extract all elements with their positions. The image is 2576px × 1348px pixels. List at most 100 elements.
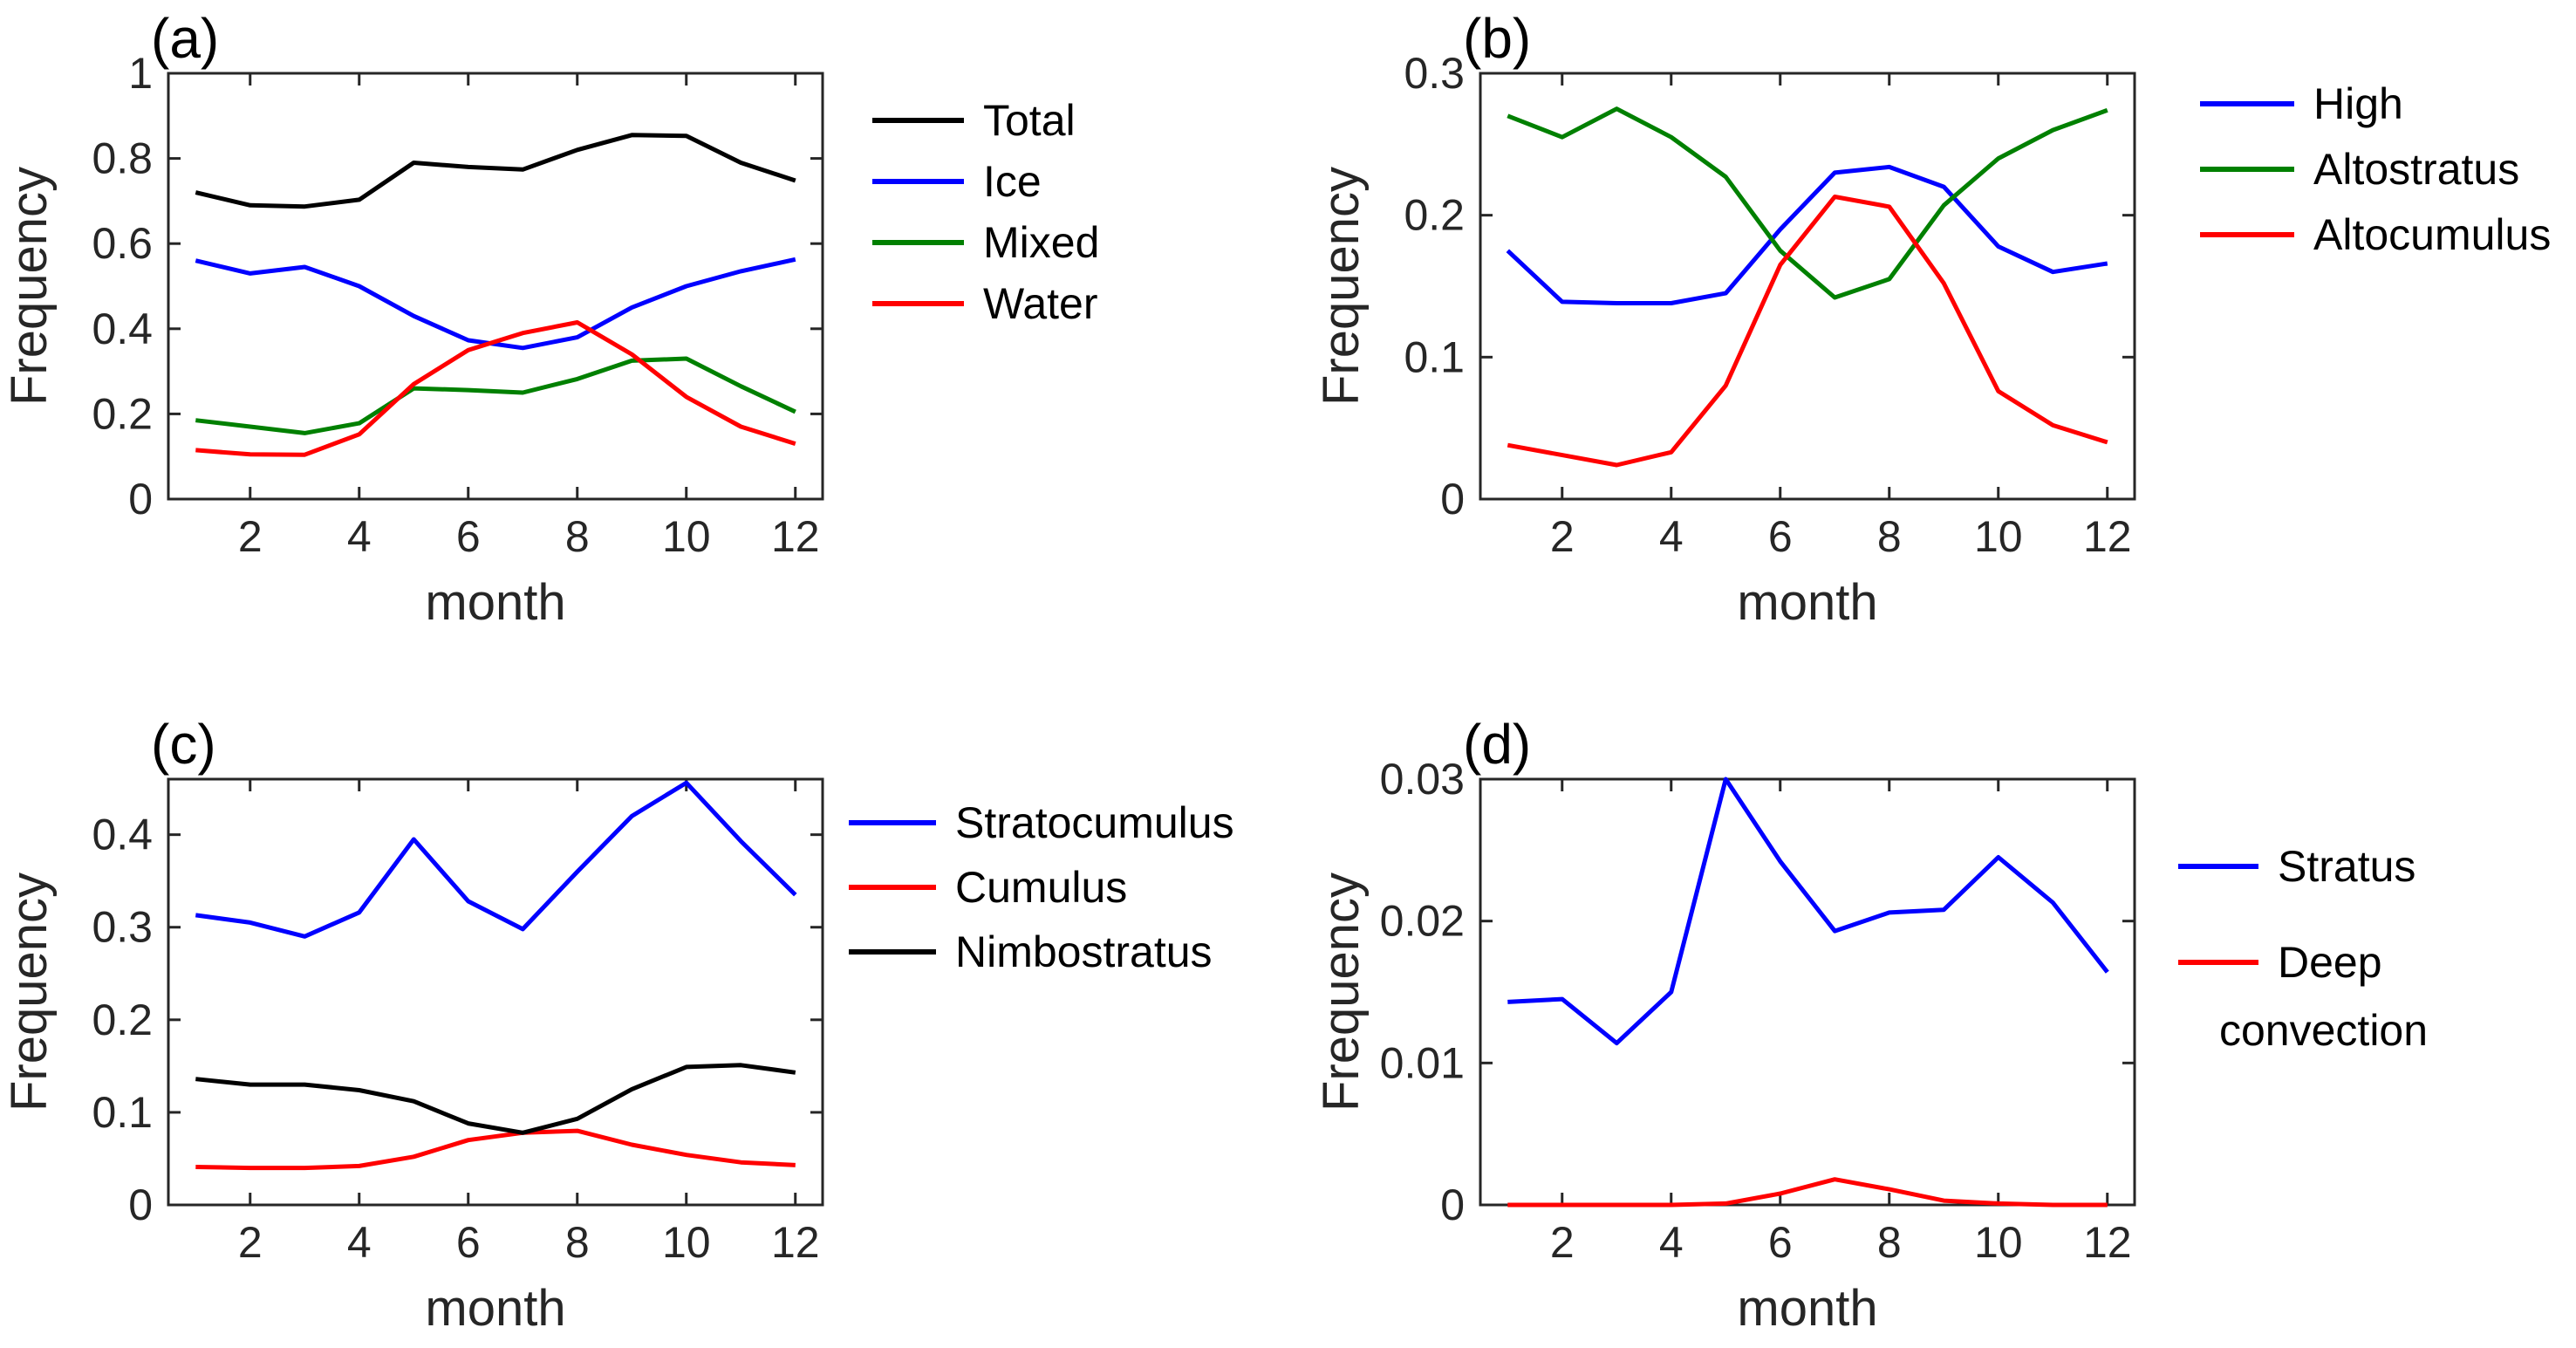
legend-item: Altocumulus — [2200, 210, 2551, 259]
x-tick-label: 2 — [1550, 512, 1575, 561]
series-line-nimbostratus — [195, 1063, 796, 1135]
legend-item: Ice — [872, 157, 1042, 206]
y-axis-label: Frequency — [1313, 872, 1370, 1112]
series-line-high — [1506, 164, 2108, 305]
legend-item: Stratus — [2178, 842, 2415, 891]
x-axis-label: month — [1737, 574, 1877, 631]
y-tick-label: 0.1 — [1404, 332, 1465, 381]
y-tick-label: 0.1 — [92, 1088, 153, 1137]
legend: Stratocumulus Cumulus Nimbostratus — [849, 798, 1234, 976]
legend-item: Altostratus — [2200, 145, 2519, 194]
x-tick-label: 4 — [1659, 1218, 1684, 1267]
x-tick-label: 8 — [1877, 1218, 1902, 1267]
x-tick-label: 10 — [1974, 512, 2023, 561]
y-tick-label: 0.3 — [92, 903, 153, 952]
panel-c: 2 4 6 8 10 12 0 0.1 0.2 0.3 0.4 month Frequency (c) St… — [1, 713, 1234, 1337]
legend-label: High — [2313, 79, 2403, 128]
legend-label: Nimbostratus — [955, 927, 1213, 976]
legend-label: Altostratus — [2313, 145, 2519, 194]
panel-label: (c) — [151, 713, 216, 776]
plot-frame — [1479, 72, 2136, 501]
legend-label: Deep — [2278, 938, 2382, 987]
series-line-stratus — [1507, 777, 2109, 1046]
legend-label: Altocumulus — [2313, 210, 2551, 259]
y-tick-label: 0.03 — [1380, 755, 1465, 804]
y-tick-label: 1 — [128, 49, 153, 98]
x-tick-label: 6 — [1768, 512, 1793, 561]
legend: Total Ice Mixed Water — [872, 96, 1099, 328]
x-tick-label: 8 — [1877, 512, 1902, 561]
y-tick-label: 0 — [1440, 1180, 1465, 1229]
x-tick-label: 4 — [347, 512, 372, 561]
legend-item: High — [2200, 79, 2403, 128]
x-tick-label: 4 — [347, 1218, 372, 1267]
y-axis-label: Frequency — [1, 167, 58, 406]
x-tick-label: 12 — [771, 512, 820, 561]
legend-item: Cumulus — [849, 863, 1127, 912]
x-tick-label: 8 — [565, 512, 590, 561]
y-tick-label: 0.3 — [1404, 49, 1465, 98]
series-line-ice — [195, 257, 796, 351]
legend-item: Total — [872, 96, 1076, 145]
series-line-total — [195, 133, 796, 209]
x-tick-label: 10 — [1974, 1218, 2023, 1267]
legend-item: Deep convection — [2178, 938, 2428, 1055]
legend-label: Stratus — [2278, 842, 2415, 891]
x-tick-label: 12 — [771, 1218, 820, 1267]
legend-item: Water — [872, 279, 1098, 328]
legend-item: Mixed — [872, 218, 1099, 267]
panel-d: 2 4 6 8 10 12 0 0.01 0.02 0.03 month Frequency (d) St… — [1313, 713, 2428, 1337]
legend: High Altostratus Altocumulus — [2200, 79, 2551, 259]
x-axis-label: month — [1737, 1280, 1877, 1337]
legend-label: Mixed — [983, 218, 1099, 267]
x-tick-label: 2 — [1550, 1218, 1575, 1267]
y-tick-label: 0.4 — [92, 811, 153, 859]
plot-frame — [1479, 777, 2136, 1207]
plot-frame — [167, 72, 824, 501]
series-line-stratocumulus — [195, 780, 797, 939]
x-tick-label: 10 — [662, 512, 711, 561]
y-tick-label: 0 — [128, 475, 153, 523]
y-tick-label: 0.4 — [92, 304, 153, 353]
y-tick-label: 0.8 — [92, 134, 153, 183]
series-line-altocumulus — [1507, 195, 2108, 468]
x-tick-label: 2 — [238, 1218, 263, 1267]
panel-b: 2 4 6 8 10 12 0 0.1 0.2 0.3 month Frequency (b) High A… — [1313, 7, 2551, 631]
x-tick-label: 12 — [2083, 512, 2132, 561]
x-tick-label: 4 — [1659, 512, 1684, 561]
y-tick-label: 0.02 — [1380, 897, 1465, 946]
y-tick-label: 0.01 — [1380, 1038, 1465, 1087]
y-axis-label: Frequency — [1313, 167, 1370, 406]
plot-frame — [167, 777, 824, 1207]
y-tick-label: 0 — [1440, 475, 1465, 523]
y-tick-label: 0 — [128, 1180, 153, 1229]
x-tick-label: 12 — [2083, 1218, 2132, 1267]
x-tick-label: 6 — [456, 1218, 481, 1267]
legend-label: Stratocumulus — [955, 798, 1234, 847]
panel-label: (b) — [1463, 7, 1531, 70]
x-tick-label: 2 — [238, 512, 263, 561]
series-line-mixed — [195, 356, 796, 435]
panel-a: 2 4 6 8 10 12 0 0.2 0.4 0.6 0.8 1 month Frequency (a) T… — [1, 7, 1099, 631]
y-axis-label: Frequency — [1, 872, 58, 1112]
x-axis-label: month — [425, 574, 565, 631]
x-tick-label: 6 — [1768, 1218, 1793, 1267]
series-line-water — [195, 320, 796, 457]
legend-label: Water — [983, 279, 1098, 328]
panel-label: (a) — [151, 7, 219, 70]
legend-item: Stratocumulus — [849, 798, 1234, 847]
y-tick-label: 0.2 — [1404, 191, 1465, 240]
y-tick-label: 0.6 — [92, 219, 153, 268]
legend: Stratus Deep convection — [2178, 842, 2428, 1055]
series-line-deep-convection — [1507, 1177, 2108, 1208]
legend-label: Ice — [983, 157, 1042, 206]
x-axis-label: month — [425, 1280, 565, 1337]
x-tick-label: 6 — [456, 512, 481, 561]
series-line-altostratus — [1507, 106, 2108, 300]
x-tick-label: 8 — [565, 1218, 590, 1267]
series-line-cumulus — [195, 1128, 796, 1171]
legend-label: convection — [2219, 1006, 2428, 1055]
y-tick-label: 0.2 — [92, 389, 153, 438]
panel-label: (d) — [1463, 713, 1531, 776]
